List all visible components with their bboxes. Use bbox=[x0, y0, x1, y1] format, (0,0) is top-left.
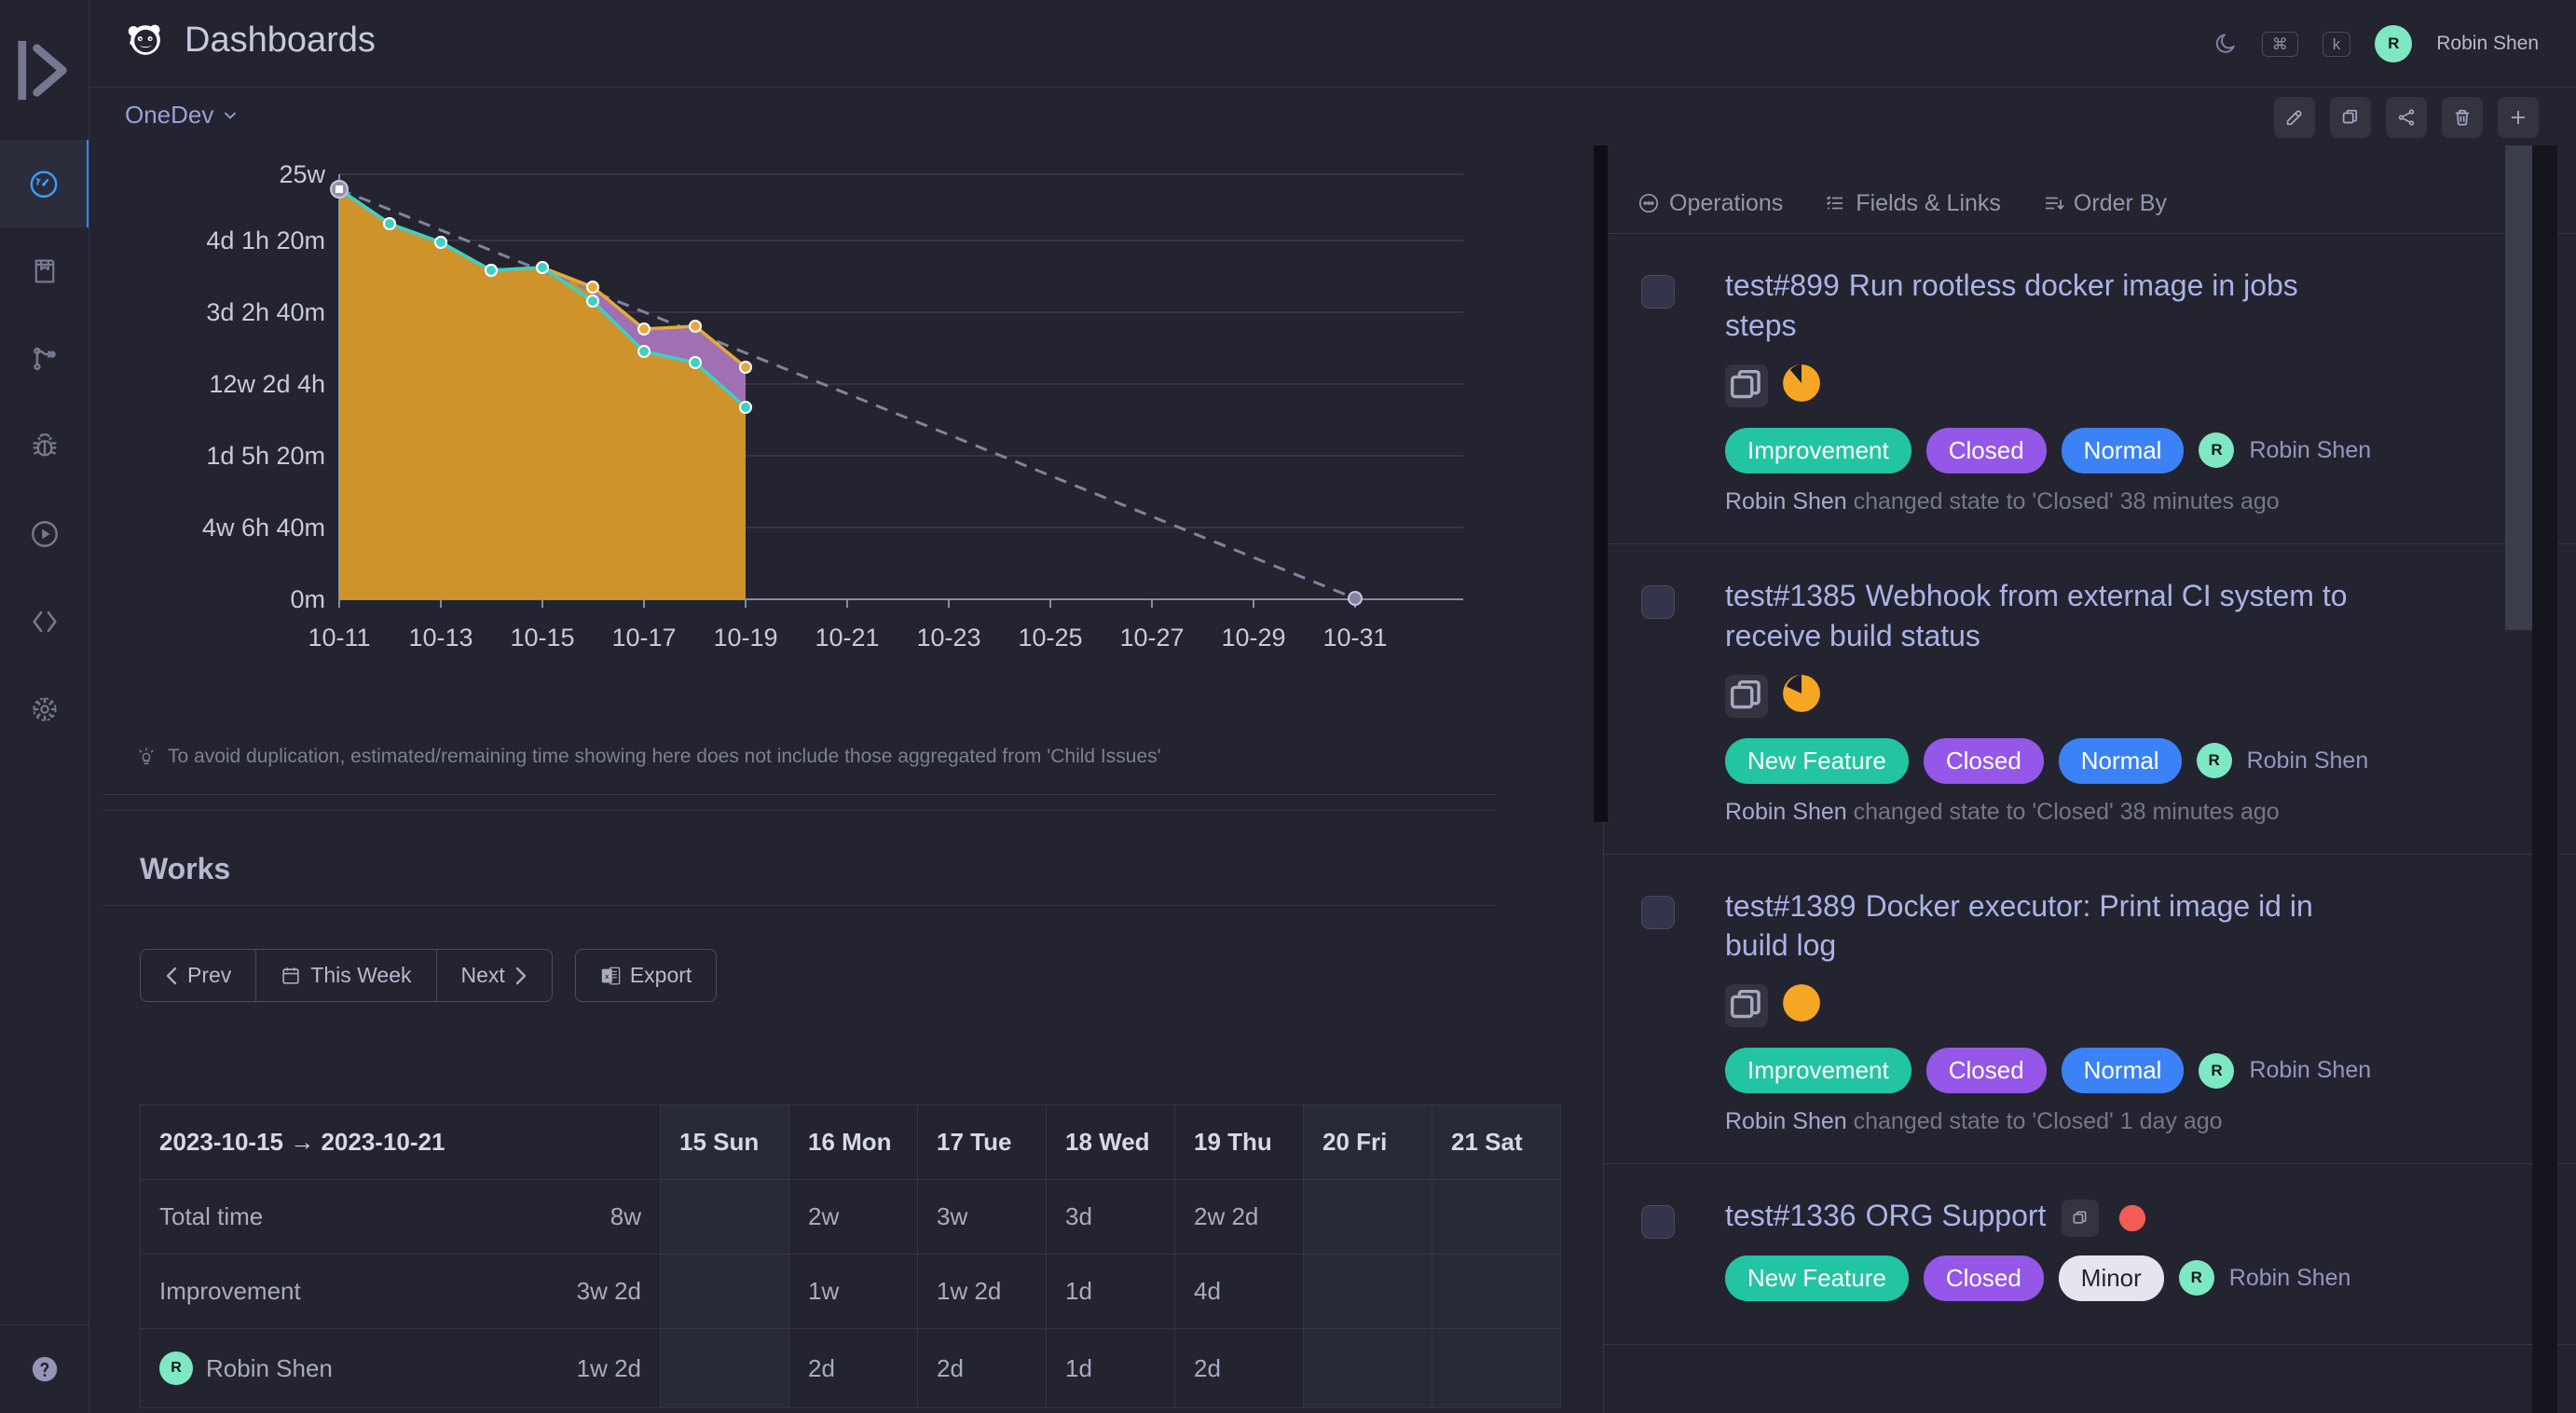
svg-text:4d 1h 20m: 4d 1h 20m bbox=[206, 226, 325, 254]
svg-text:10-15: 10-15 bbox=[510, 624, 574, 652]
svg-text:1d 5h 20m: 1d 5h 20m bbox=[206, 442, 325, 470]
svg-text:10-23: 10-23 bbox=[916, 624, 980, 652]
svg-text:10-25: 10-25 bbox=[1018, 624, 1082, 652]
svg-text:12w 2d 4h: 12w 2d 4h bbox=[209, 370, 325, 398]
svg-text:3d 2h 40m: 3d 2h 40m bbox=[206, 298, 325, 326]
svg-text:0m: 0m bbox=[290, 585, 325, 613]
svg-text:10-21: 10-21 bbox=[815, 624, 879, 652]
svg-text:10-31: 10-31 bbox=[1322, 624, 1387, 652]
svg-text:10-29: 10-29 bbox=[1221, 624, 1285, 652]
svg-text:10-27: 10-27 bbox=[1119, 624, 1184, 652]
svg-text:10-19: 10-19 bbox=[713, 624, 777, 652]
svg-text:10-13: 10-13 bbox=[408, 624, 473, 652]
svg-text:25w: 25w bbox=[279, 160, 325, 188]
svg-text:4w 6h 40m: 4w 6h 40m bbox=[202, 514, 325, 542]
svg-text:10-11: 10-11 bbox=[308, 624, 370, 652]
svg-text:10-17: 10-17 bbox=[611, 624, 676, 652]
